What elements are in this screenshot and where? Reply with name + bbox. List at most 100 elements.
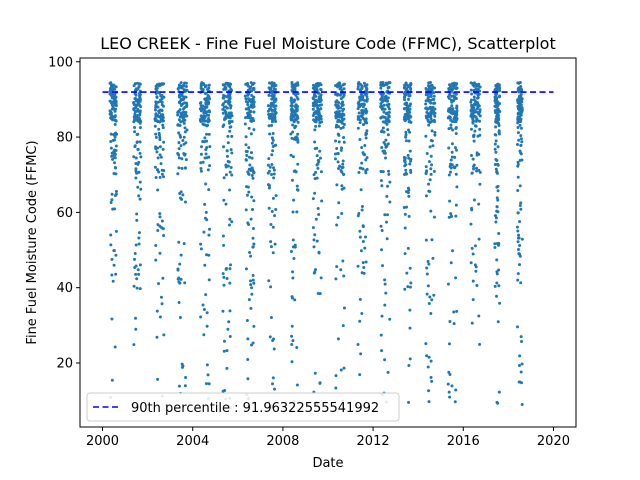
data-point	[138, 140, 142, 144]
data-point	[496, 320, 500, 324]
data-point	[449, 98, 453, 102]
data-point	[340, 146, 344, 150]
data-point	[134, 97, 138, 101]
data-point	[112, 133, 116, 137]
data-point	[208, 97, 212, 101]
data-point	[405, 101, 409, 105]
data-point	[314, 110, 318, 114]
data-point	[341, 159, 345, 163]
data-point	[520, 362, 524, 366]
data-point	[295, 184, 299, 188]
data-point	[269, 285, 273, 289]
data-point	[160, 113, 164, 117]
data-point	[229, 263, 233, 267]
data-point	[356, 107, 360, 111]
data-point	[158, 145, 162, 149]
data-point	[447, 96, 451, 100]
data-point	[203, 119, 207, 123]
data-point	[296, 188, 300, 192]
data-point	[155, 150, 159, 154]
data-point	[497, 121, 501, 125]
data-point	[290, 112, 294, 116]
data-point	[496, 163, 500, 167]
data-point	[388, 180, 392, 184]
data-point	[294, 93, 298, 97]
data-point	[312, 93, 316, 97]
data-point	[450, 111, 454, 115]
data-point	[228, 170, 232, 174]
data-point	[221, 107, 225, 111]
data-point	[472, 95, 476, 99]
data-point	[271, 225, 275, 229]
data-point	[177, 156, 181, 160]
data-point	[448, 199, 452, 203]
data-point	[469, 154, 473, 157]
data-point	[113, 161, 117, 165]
data-point	[451, 128, 455, 132]
data-point	[205, 105, 209, 109]
data-point	[380, 146, 384, 149]
data-point	[517, 233, 521, 237]
data-point	[228, 217, 232, 221]
data-point	[296, 132, 300, 136]
data-point	[478, 119, 482, 123]
data-point	[407, 156, 411, 160]
data-point	[342, 306, 346, 310]
data-point	[199, 114, 203, 118]
data-point	[249, 151, 253, 155]
data-point	[179, 120, 183, 124]
data-point	[314, 170, 318, 174]
data-point	[247, 298, 251, 302]
data-point	[406, 246, 410, 250]
data-point	[228, 97, 232, 101]
data-point	[496, 119, 500, 123]
data-point	[202, 230, 206, 234]
data-point	[159, 295, 163, 299]
data-point	[365, 97, 369, 101]
data-point	[270, 123, 274, 127]
data-point	[319, 93, 323, 97]
data-point	[452, 86, 456, 90]
data-point	[248, 251, 252, 255]
data-point	[425, 292, 429, 296]
data-point	[273, 87, 277, 91]
data-point	[472, 84, 476, 88]
data-point	[424, 99, 428, 103]
y-tick-label: 40	[56, 281, 73, 296]
data-point	[274, 194, 278, 198]
data-point	[274, 111, 278, 115]
data-point	[431, 101, 435, 105]
data-point	[138, 151, 142, 155]
data-point	[272, 172, 276, 176]
data-point	[360, 312, 364, 316]
data-point	[496, 145, 500, 149]
data-point	[271, 339, 275, 343]
data-point	[450, 94, 454, 98]
data-point	[158, 82, 162, 86]
data-point	[342, 366, 346, 370]
data-point	[176, 268, 180, 272]
data-point	[383, 282, 387, 286]
data-point	[134, 264, 138, 268]
data-point	[312, 173, 316, 177]
data-point	[247, 223, 251, 227]
data-point	[133, 112, 137, 116]
data-point	[383, 107, 387, 111]
data-point	[432, 169, 436, 173]
data-point	[290, 101, 294, 105]
data-point	[380, 349, 384, 353]
data-point	[313, 101, 317, 105]
data-point	[452, 322, 456, 326]
data-point	[269, 240, 273, 244]
data-point	[429, 95, 433, 99]
data-point	[227, 223, 231, 227]
data-point	[248, 115, 252, 119]
data-point	[158, 175, 162, 179]
data-point	[338, 84, 342, 88]
data-point	[176, 113, 180, 117]
data-point	[518, 149, 522, 153]
x-axis: 2000 2004 2008 2012 2016 2020	[86, 427, 570, 449]
data-point	[248, 163, 252, 167]
data-point	[357, 211, 361, 215]
data-point	[111, 107, 115, 111]
